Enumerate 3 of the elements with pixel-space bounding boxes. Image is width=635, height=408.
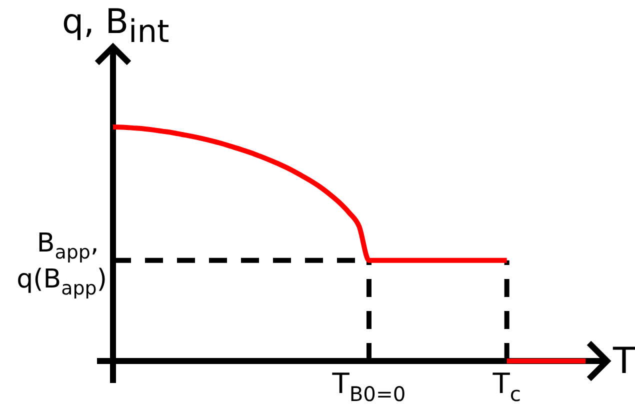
annotation: B$_{app}$, q(B$_{app}$) (16, 228, 107, 300)
x-tick-label: T$_{B0=0}$ (331, 367, 406, 406)
x-tick-label: T$_{c}$ (492, 367, 521, 406)
